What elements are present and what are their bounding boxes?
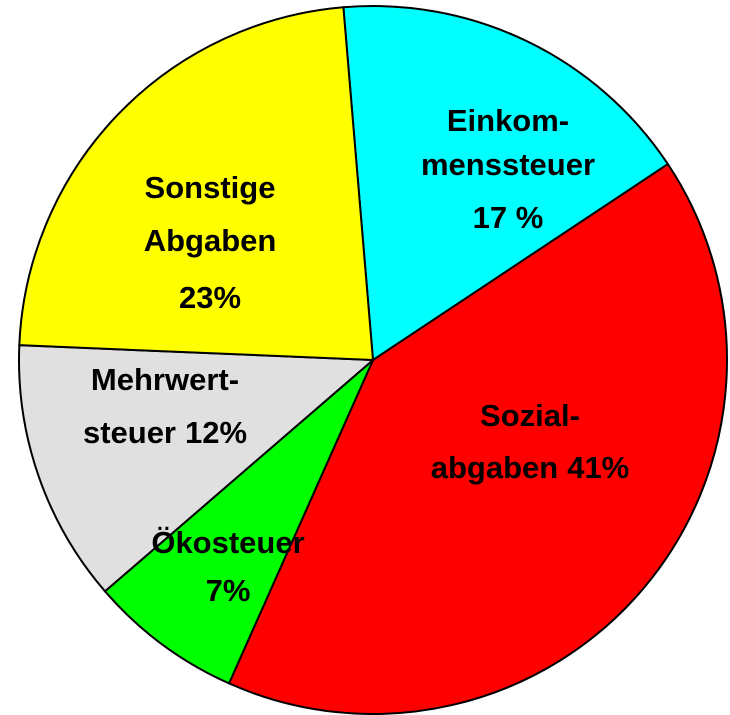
- slice-label: Einkom-menssteuer 17 %: [421, 103, 595, 235]
- slice-label: Sozial-abgaben 41%: [431, 398, 630, 485]
- category-line: abgaben: [431, 450, 558, 485]
- category-label: Abgaben: [144, 223, 277, 258]
- pie-slice: [18, 344, 376, 593]
- category-label: menssteuer: [421, 147, 595, 182]
- slice-label: Mehrwert-steuer 12%: [83, 362, 247, 450]
- category-line: Einkom-: [447, 103, 569, 138]
- slice-label: Sonstige Abgaben 23%: [144, 170, 277, 315]
- category-line: Sozial-: [480, 398, 580, 433]
- category-label: steuer 12%: [83, 415, 247, 450]
- category-label: Ökosteuer: [151, 525, 304, 560]
- category-label: Mehrwert-: [91, 362, 239, 397]
- value-label: 12%: [185, 415, 247, 450]
- pie-slice: [18, 6, 375, 362]
- category-label: Einkom-: [447, 103, 569, 138]
- category-label: Sozial-: [480, 398, 580, 433]
- category-label: Sonstige: [145, 170, 276, 205]
- pie-slice: [342, 5, 670, 362]
- category-line: menssteuer: [421, 147, 595, 182]
- category-line: Mehrwert-: [91, 362, 239, 397]
- category-line: Ökosteuer: [151, 525, 304, 560]
- pie-slice: [227, 162, 728, 715]
- value-label: 41%: [567, 450, 629, 485]
- value-label: 7%: [206, 573, 251, 608]
- slice-label: Ökosteuer 7%: [151, 525, 304, 608]
- pie-slice: [103, 359, 374, 685]
- category-line: steuer: [83, 415, 176, 450]
- value-label: 23%: [179, 280, 241, 315]
- category-label: abgaben 41%: [431, 450, 630, 485]
- category-line: Abgaben: [144, 223, 277, 258]
- category-line: Sonstige: [145, 170, 276, 205]
- value-label: 17 %: [473, 200, 544, 235]
